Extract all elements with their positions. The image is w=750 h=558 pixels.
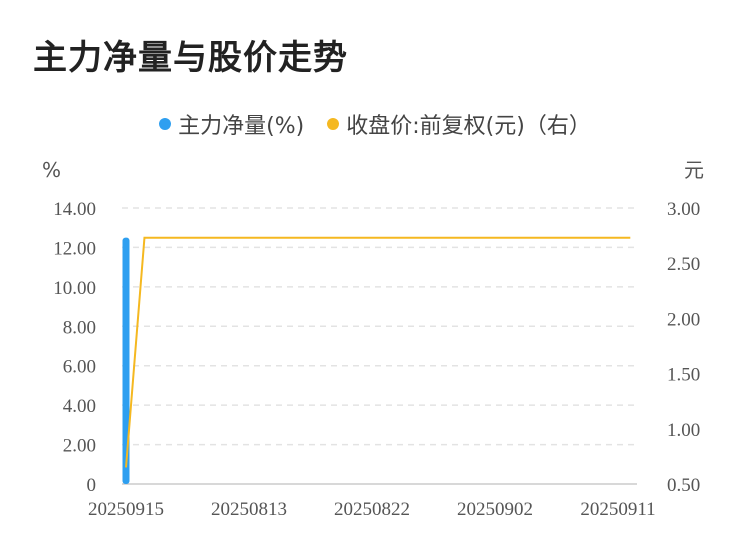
right-tick-label: 1.00 <box>667 420 700 441</box>
left-tick-label: 0 <box>87 475 97 496</box>
left-tick-label: 6.00 <box>63 357 96 378</box>
bar-main-net <box>122 237 130 484</box>
legend-item-close-price[interactable]: 收盘价:前复权(元)（右） <box>327 108 591 140</box>
x-tick-label: 20250813 <box>211 499 287 520</box>
x-tick-label: 20250911 <box>580 499 655 520</box>
right-tick-label: 2.50 <box>667 254 700 275</box>
x-tick-label: 20250902 <box>457 499 533 520</box>
legend-label-main-net: 主力净量(%) <box>178 114 305 139</box>
legend-dot-main-net <box>159 118 172 130</box>
legend-label-close-price: 收盘价:前复权(元)（右） <box>346 114 591 139</box>
right-tick-label: 2.00 <box>667 309 700 330</box>
line-close-price <box>125 236 631 468</box>
x-tick-label: 20250915 <box>88 499 164 520</box>
left-tick-label: 8.00 <box>63 317 96 338</box>
chart-title: 主力净量与股价走势 <box>33 38 348 78</box>
left-tick-label: 2.00 <box>63 436 96 457</box>
right-axis-unit: 元 <box>684 158 704 182</box>
left-tick-label: 10.00 <box>53 278 96 299</box>
right-tick-label: 0.50 <box>667 475 700 496</box>
legend-item-main-net[interactable]: 主力净量(%) <box>159 108 304 140</box>
legend-dot-close-price <box>327 118 340 130</box>
left-axis-unit: % <box>42 158 61 182</box>
right-tick-label: 1.50 <box>667 365 700 386</box>
legend: 主力净量(%) 收盘价:前复权(元)（右） <box>0 108 750 140</box>
x-tick-label: 20250822 <box>334 499 410 520</box>
left-tick-label: 4.00 <box>63 396 96 417</box>
right-tick-label: 3.00 <box>667 199 700 220</box>
left-tick-label: 14.00 <box>53 199 96 220</box>
left-tick-label: 12.00 <box>53 238 96 259</box>
